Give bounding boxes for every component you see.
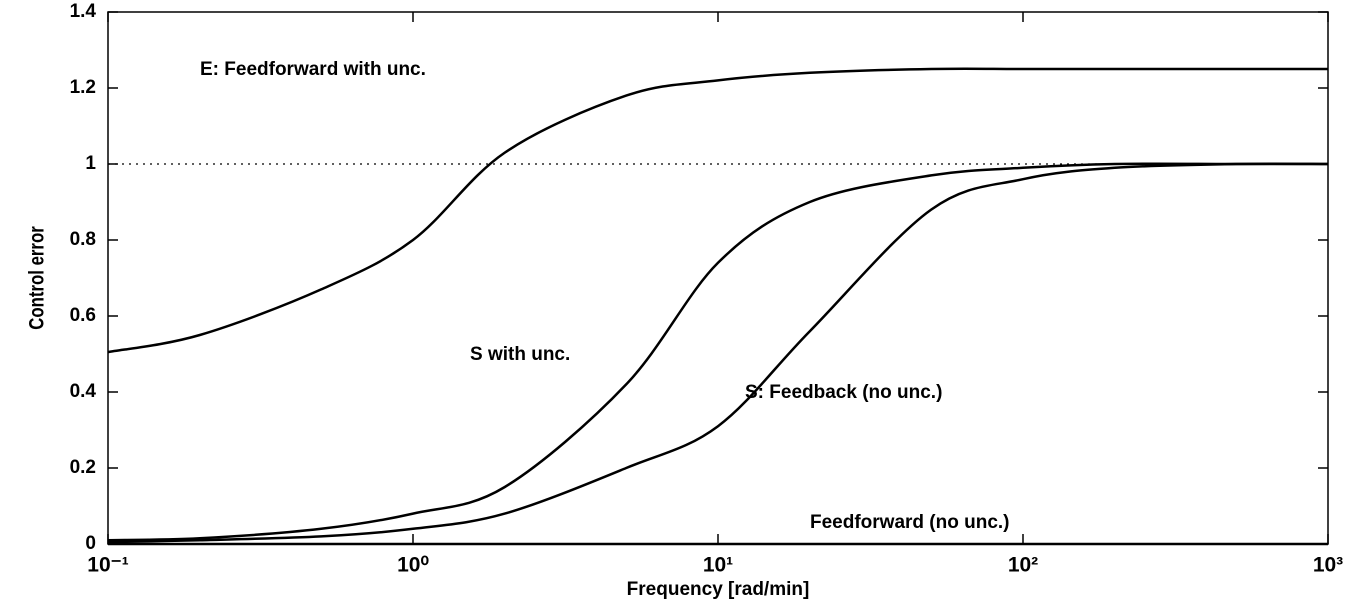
y-axis-label: Control error — [26, 226, 49, 330]
x-tick-label: 10⁰ — [397, 554, 429, 577]
y-tick-label: 1 — [85, 153, 96, 174]
series-label: S with unc. — [470, 344, 570, 365]
y-tick-label: 0.8 — [70, 229, 96, 250]
x-tick-label: 10⁻¹ — [87, 554, 128, 577]
y-tick-label: 0.6 — [70, 305, 96, 326]
series-label: Feedforward (no unc.) — [810, 512, 1010, 533]
y-tick-label: 1.4 — [70, 1, 97, 22]
series-label: S: Feedback (no unc.) — [745, 382, 942, 403]
series-line — [107, 162, 1328, 542]
y-tick-label: 1.2 — [70, 77, 96, 98]
y-tick-label: 0 — [85, 533, 96, 554]
plot-frame — [107, 11, 1329, 545]
y-tick-label: 0.2 — [70, 457, 96, 478]
x-tick-label: 10² — [1008, 554, 1038, 577]
x-tick-label: 10¹ — [703, 554, 733, 577]
series-line — [107, 162, 1329, 544]
x-tick-label: 10³ — [1313, 554, 1343, 577]
y-tick-label: 0.4 — [70, 381, 97, 402]
x-axis-label: Frequency [rad/min] — [627, 579, 810, 600]
series-label: E: Feedforward with unc. — [200, 59, 426, 80]
series-line — [107, 67, 1328, 354]
